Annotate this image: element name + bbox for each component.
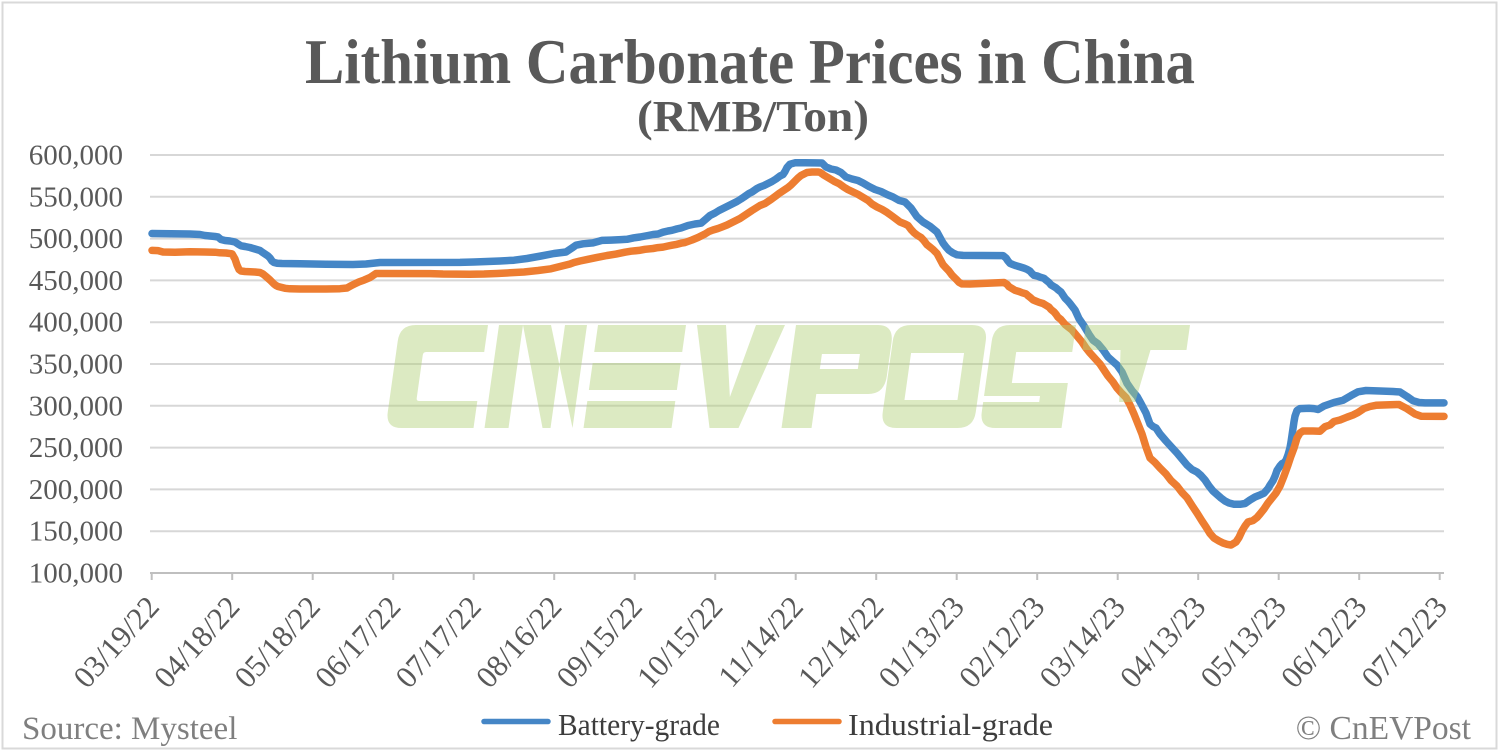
svg-text:150,000: 150,000 bbox=[29, 516, 123, 548]
svg-text:600,000: 600,000 bbox=[29, 140, 123, 172]
svg-text:Lithium Carbonate Prices in Ch: Lithium Carbonate Prices in China bbox=[305, 26, 1195, 97]
svg-text:550,000: 550,000 bbox=[29, 181, 123, 213]
svg-text:450,000: 450,000 bbox=[29, 265, 123, 297]
svg-text:(RMB/Ton): (RMB/Ton) bbox=[637, 92, 869, 141]
svg-text:Source: Mysteel: Source: Mysteel bbox=[22, 711, 237, 747]
svg-text:Battery-grade: Battery-grade bbox=[558, 708, 720, 742]
svg-text:500,000: 500,000 bbox=[29, 223, 123, 255]
svg-text:400,000: 400,000 bbox=[29, 307, 123, 339]
svg-text:Industrial-grade: Industrial-grade bbox=[848, 708, 1053, 742]
svg-text:200,000: 200,000 bbox=[29, 474, 123, 506]
svg-text:250,000: 250,000 bbox=[29, 432, 123, 464]
svg-text:© CnEVPost: © CnEVPost bbox=[1296, 710, 1472, 747]
svg-text:300,000: 300,000 bbox=[29, 390, 123, 422]
svg-text:350,000: 350,000 bbox=[29, 349, 123, 381]
svg-text:100,000: 100,000 bbox=[29, 558, 123, 590]
